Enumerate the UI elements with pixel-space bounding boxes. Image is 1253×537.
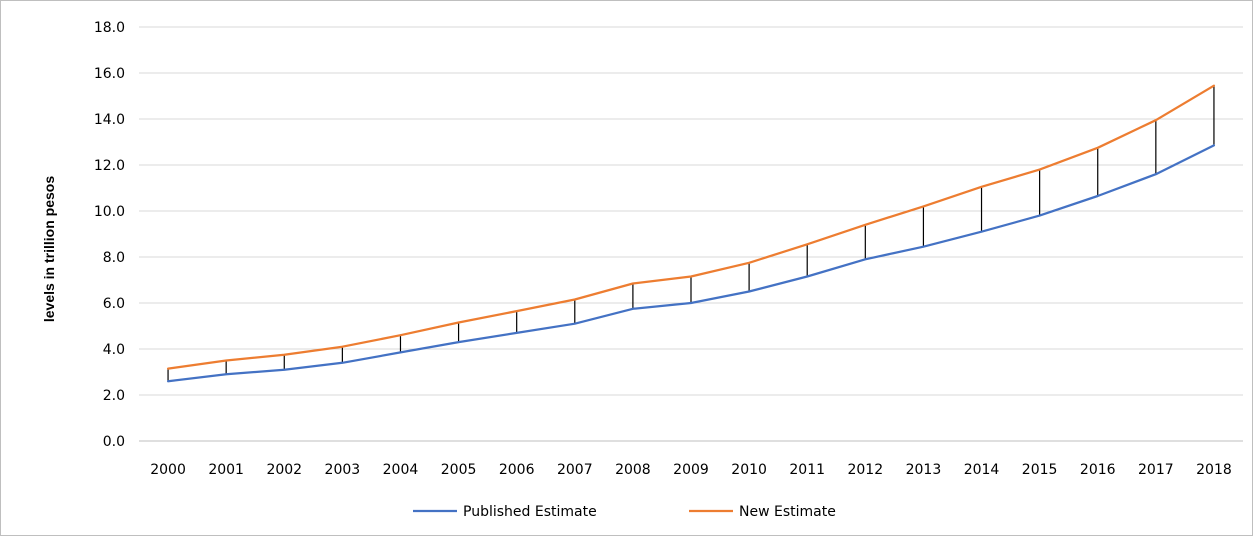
y-tick-label: 12.0 [94,158,125,174]
y-tick-label: 0.0 [103,434,125,450]
y-axis-title: levels in trillion pesos [41,176,57,322]
y-tick-label: 6.0 [103,296,125,312]
legend-label-published-estimate: Published Estimate [463,504,597,520]
x-tick-label: 2000 [150,462,186,478]
x-tick-label: 2010 [731,462,767,478]
y-tick-label: 16.0 [94,66,125,82]
y-tick-label: 14.0 [94,112,125,128]
x-axis-tick-labels: 2000 2001 2002 2003 2004 2005 2006 2007 2008 2009… [150,462,1232,478]
x-tick-label: 2017 [1138,462,1174,478]
x-tick-label: 2009 [673,462,709,478]
x-tick-label: 2002 [266,462,302,478]
series-line-published-estimate [166,144,1216,383]
drop-lines [167,85,1215,382]
x-tick-label: 2001 [208,462,244,478]
x-tick-label: 2003 [325,462,361,478]
series-line-new-estimate [166,84,1216,370]
y-tick-label: 4.0 [103,342,125,358]
x-tick-label: 2004 [383,462,419,478]
legend-label-new-estimate: New Estimate [739,504,836,520]
x-tick-label: 2006 [499,462,535,478]
x-tick-label: 2005 [441,462,477,478]
x-tick-label: 2011 [789,462,825,478]
x-tick-label: 2012 [847,462,883,478]
y-axis-tick-labels: 0.0 2.0 4.0 6.0 8.0 10.0 12.0 14.0 16.0 18.0 [94,20,125,450]
x-tick-label: 2018 [1196,462,1232,478]
legend: Published Estimate New Estimate [413,504,836,520]
x-tick-label: 2013 [906,462,942,478]
x-tick-label: 2014 [964,462,1000,478]
y-tick-label: 8.0 [103,250,125,266]
y-tick-label: 18.0 [94,20,125,36]
x-tick-label: 2007 [557,462,593,478]
y-tick-label: 10.0 [94,204,125,220]
y-tick-label: 2.0 [103,388,125,404]
x-tick-label: 2015 [1022,462,1058,478]
series-lines [166,84,1216,383]
x-tick-label: 2008 [615,462,651,478]
x-tick-label: 2016 [1080,462,1116,478]
gridlines [139,26,1243,442]
